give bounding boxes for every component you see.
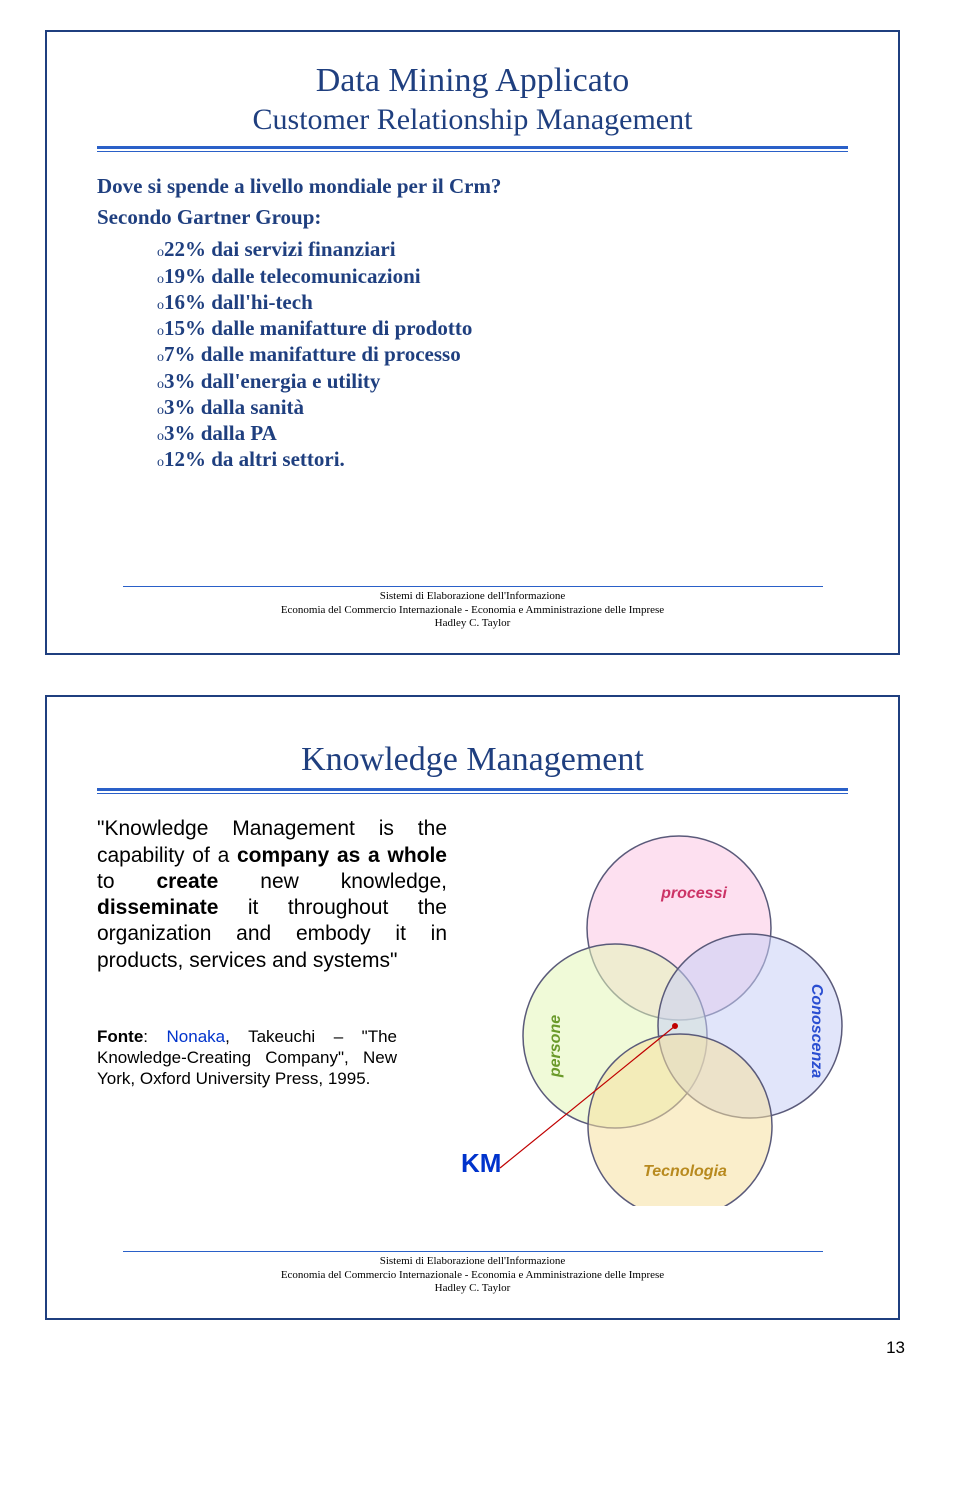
svg-text:processi: processi bbox=[660, 885, 727, 902]
footer-line-1: Sistemi di Elaborazione dell'Informazion… bbox=[47, 590, 898, 604]
bullet-prefix: o bbox=[157, 272, 164, 287]
list-item: o7% dalle manifatture di processo bbox=[157, 341, 848, 367]
bullet-prefix: o bbox=[157, 350, 164, 365]
bullet-prefix: o bbox=[157, 429, 164, 444]
bullet-text: 3% dalla sanità bbox=[164, 395, 304, 419]
venn-diagram: processipersoneConoscenzaTecnologia KM bbox=[465, 816, 845, 1206]
slide1-title: Data Mining Applicato bbox=[97, 62, 848, 99]
bullet-text: 3% dalla PA bbox=[164, 421, 277, 445]
slide1-bullet-list: o22% dai servizi finanziario19% dalle te… bbox=[97, 236, 848, 472]
quote-b3: disseminate bbox=[97, 896, 218, 919]
footer-line-2: Economia del Commercio Internazionale - … bbox=[47, 604, 898, 618]
quote-b2: create bbox=[156, 870, 218, 893]
slide-2: Knowledge Management "Knowledge Manageme… bbox=[45, 695, 900, 1320]
slide1-lead: Secondo Gartner Group: bbox=[97, 205, 848, 230]
title-rule-2 bbox=[97, 788, 848, 794]
slide1-subtitle: Customer Relationship Management bbox=[97, 103, 848, 136]
km-label: KM bbox=[461, 1148, 501, 1179]
bullet-text: 16% dall'hi-tech bbox=[164, 290, 313, 314]
quote-p3: new knowledge, bbox=[218, 870, 447, 893]
quote-p2: to bbox=[97, 870, 156, 893]
bullet-prefix: o bbox=[157, 324, 164, 339]
slide-2-wrap: Knowledge Management "Knowledge Manageme… bbox=[0, 665, 960, 1330]
bullet-prefix: o bbox=[157, 298, 164, 313]
list-item: o3% dalla sanità bbox=[157, 394, 848, 420]
bullet-text: 19% dalle telecomunicazioni bbox=[164, 264, 421, 288]
quote-b1: company as a whole bbox=[237, 844, 447, 867]
bullet-text: 7% dalle manifatture di processo bbox=[164, 342, 461, 366]
footer-line-3: Hadley C. Taylor bbox=[47, 617, 898, 631]
list-item: o3% dall'energia e utility bbox=[157, 368, 848, 394]
km-quote: "Knowledge Management is the capability … bbox=[97, 816, 447, 974]
bullet-text: 3% dall'energia e utility bbox=[164, 369, 380, 393]
source-blue: Nonaka bbox=[167, 1027, 226, 1046]
slide2-title: Knowledge Management bbox=[97, 741, 848, 778]
footer-line-1b: Sistemi di Elaborazione dell'Informazion… bbox=[47, 1255, 898, 1269]
bullet-prefix: o bbox=[157, 245, 164, 260]
venn-svg: processi persone Conoscenza Tecnologia bbox=[465, 816, 845, 1206]
bullet-text: 15% dalle manifatture di prodotto bbox=[164, 316, 472, 340]
slide2-footer: Sistemi di Elaborazione dell'Informazion… bbox=[47, 1251, 898, 1296]
page-container: Data Mining Applicato Customer Relations… bbox=[0, 0, 960, 1398]
list-item: o15% dalle manifatture di prodotto bbox=[157, 315, 848, 341]
slide-1: Data Mining Applicato Customer Relations… bbox=[45, 30, 900, 655]
bullet-prefix: o bbox=[157, 403, 164, 418]
source-r1: : bbox=[143, 1027, 166, 1046]
list-item: o3% dalla PA bbox=[157, 420, 848, 446]
bullet-prefix: o bbox=[157, 455, 164, 470]
list-item: o19% dalle telecomunicazioni bbox=[157, 263, 848, 289]
km-source: Fonte: Nonaka, Takeuchi – "The Knowledge… bbox=[97, 1026, 397, 1090]
bullet-text: 12% da altri settori. bbox=[164, 447, 345, 471]
list-item: o16% dall'hi-tech bbox=[157, 289, 848, 315]
slide1-footer: Sistemi di Elaborazione dell'Informazion… bbox=[47, 586, 898, 631]
title-rule bbox=[97, 146, 848, 152]
svg-text:Conoscenza: Conoscenza bbox=[808, 984, 825, 1078]
list-item: o12% da altri settori. bbox=[157, 446, 848, 472]
footer-line-2b: Economia del Commercio Internazionale - … bbox=[47, 1269, 898, 1283]
footer-line-3b: Hadley C. Taylor bbox=[47, 1282, 898, 1296]
page-number: 13 bbox=[0, 1330, 960, 1358]
slide2-left-col: "Knowledge Management is the capability … bbox=[97, 816, 447, 1106]
bullet-prefix: o bbox=[157, 377, 164, 392]
svg-text:persone: persone bbox=[547, 1015, 564, 1078]
slide1-question: Dove si spende a livello mondiale per il… bbox=[97, 174, 848, 199]
slide-1-wrap: Data Mining Applicato Customer Relations… bbox=[0, 0, 960, 665]
slide2-body: "Knowledge Management is the capability … bbox=[97, 816, 848, 1206]
source-label: Fonte bbox=[97, 1027, 143, 1046]
bullet-text: 22% dai servizi finanziari bbox=[164, 237, 396, 261]
svg-text:Tecnologia: Tecnologia bbox=[643, 1163, 727, 1180]
list-item: o22% dai servizi finanziari bbox=[157, 236, 848, 262]
